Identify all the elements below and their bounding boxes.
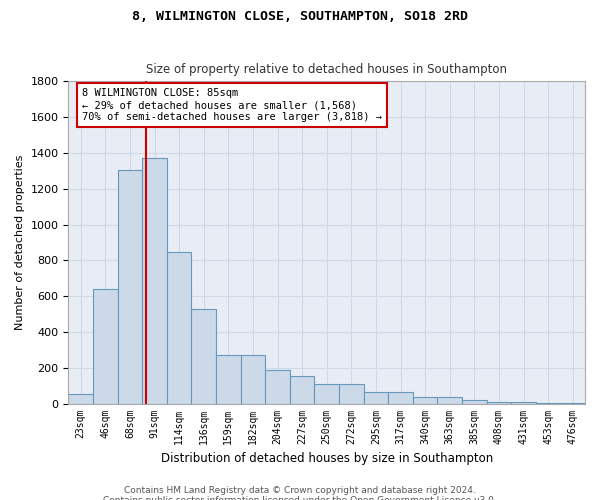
Title: Size of property relative to detached houses in Southampton: Size of property relative to detached ho… bbox=[146, 63, 507, 76]
Bar bbox=[93, 289, 118, 404]
Bar bbox=[339, 384, 364, 404]
Text: Contains HM Land Registry data © Crown copyright and database right 2024.: Contains HM Land Registry data © Crown c… bbox=[124, 486, 476, 495]
Bar bbox=[413, 398, 437, 404]
Bar bbox=[511, 402, 536, 404]
X-axis label: Distribution of detached houses by size in Southampton: Distribution of detached houses by size … bbox=[161, 452, 493, 465]
Bar bbox=[142, 158, 167, 404]
Y-axis label: Number of detached properties: Number of detached properties bbox=[15, 155, 25, 330]
Bar bbox=[388, 392, 413, 404]
Bar bbox=[290, 376, 314, 404]
Bar bbox=[216, 355, 241, 404]
Bar bbox=[364, 392, 388, 404]
Text: 8, WILMINGTON CLOSE, SOUTHAMPTON, SO18 2RD: 8, WILMINGTON CLOSE, SOUTHAMPTON, SO18 2… bbox=[132, 10, 468, 23]
Bar bbox=[462, 400, 487, 404]
Text: 8 WILMINGTON CLOSE: 85sqm
← 29% of detached houses are smaller (1,568)
70% of se: 8 WILMINGTON CLOSE: 85sqm ← 29% of detac… bbox=[82, 88, 382, 122]
Bar bbox=[560, 402, 585, 404]
Bar bbox=[118, 170, 142, 404]
Bar bbox=[437, 398, 462, 404]
Bar bbox=[314, 384, 339, 404]
Bar bbox=[265, 370, 290, 404]
Bar bbox=[68, 394, 93, 404]
Bar bbox=[536, 402, 560, 404]
Bar bbox=[487, 402, 511, 404]
Bar bbox=[191, 308, 216, 404]
Bar bbox=[167, 252, 191, 404]
Text: Contains public sector information licensed under the Open Government Licence v3: Contains public sector information licen… bbox=[103, 496, 497, 500]
Bar bbox=[241, 355, 265, 404]
